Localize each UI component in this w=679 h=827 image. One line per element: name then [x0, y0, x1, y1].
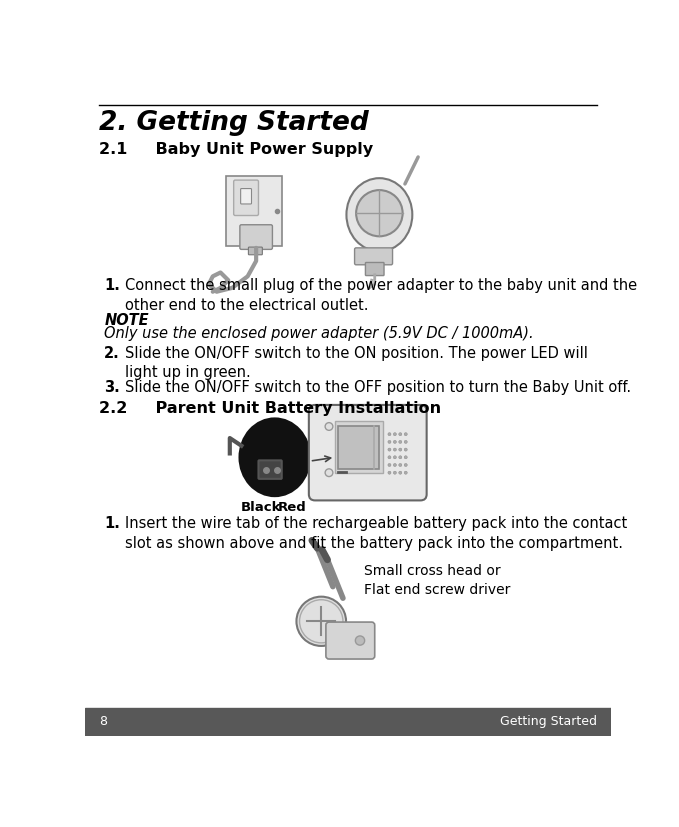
Circle shape [393, 448, 397, 452]
Circle shape [399, 463, 402, 466]
FancyBboxPatch shape [354, 248, 392, 265]
Circle shape [393, 463, 397, 466]
FancyBboxPatch shape [365, 262, 384, 275]
Text: 1.: 1. [105, 516, 120, 531]
Circle shape [388, 456, 391, 459]
Text: 2. Getting Started: 2. Getting Started [99, 110, 369, 136]
Circle shape [404, 433, 407, 436]
FancyBboxPatch shape [226, 176, 282, 246]
FancyBboxPatch shape [335, 421, 383, 474]
Circle shape [356, 190, 403, 237]
FancyBboxPatch shape [259, 461, 282, 479]
Circle shape [388, 448, 391, 452]
Bar [85, 708, 611, 736]
Circle shape [388, 440, 391, 443]
FancyBboxPatch shape [240, 189, 251, 204]
FancyBboxPatch shape [309, 405, 426, 500]
Circle shape [399, 448, 402, 452]
Circle shape [404, 440, 407, 443]
Circle shape [404, 463, 407, 466]
Circle shape [404, 471, 407, 474]
Text: Getting Started: Getting Started [500, 715, 597, 728]
FancyBboxPatch shape [234, 180, 259, 216]
Ellipse shape [346, 178, 412, 251]
Circle shape [399, 471, 402, 474]
Text: 8: 8 [99, 715, 107, 728]
Text: 2.2     Parent Unit Battery Installation: 2.2 Parent Unit Battery Installation [99, 401, 441, 416]
Text: 3.: 3. [105, 380, 120, 394]
Circle shape [355, 636, 365, 645]
Text: Slide the ON/OFF switch to the ON position. The power LED will
light up in green: Slide the ON/OFF switch to the ON positi… [125, 346, 588, 380]
Circle shape [399, 456, 402, 459]
Circle shape [297, 596, 346, 646]
FancyBboxPatch shape [326, 622, 375, 659]
Text: Red: Red [278, 501, 306, 514]
Circle shape [388, 463, 391, 466]
FancyBboxPatch shape [338, 427, 379, 469]
Circle shape [388, 433, 391, 436]
Circle shape [404, 456, 407, 459]
Circle shape [404, 448, 407, 452]
Circle shape [388, 471, 391, 474]
Text: NOTE: NOTE [105, 313, 149, 328]
Circle shape [393, 456, 397, 459]
Text: Only use the enclosed power adapter (5.9V DC / 1000mA).: Only use the enclosed power adapter (5.9… [105, 327, 534, 342]
FancyBboxPatch shape [249, 247, 262, 255]
Ellipse shape [240, 418, 310, 496]
Circle shape [393, 440, 397, 443]
Circle shape [393, 471, 397, 474]
Text: Slide the ON/OFF switch to the OFF position to turn the Baby Unit off.: Slide the ON/OFF switch to the OFF posit… [125, 380, 631, 394]
Text: 1.: 1. [105, 278, 120, 293]
Text: Black: Black [240, 501, 281, 514]
Text: 2.1     Baby Unit Power Supply: 2.1 Baby Unit Power Supply [99, 141, 373, 156]
Circle shape [325, 423, 333, 430]
Circle shape [399, 440, 402, 443]
Text: Connect the small plug of the power adapter to the baby unit and the
other end t: Connect the small plug of the power adap… [125, 278, 638, 313]
Circle shape [325, 469, 333, 476]
Circle shape [399, 433, 402, 436]
Text: Small cross head or
Flat end screw driver: Small cross head or Flat end screw drive… [364, 563, 510, 597]
FancyBboxPatch shape [240, 225, 272, 250]
Text: 2.: 2. [105, 346, 120, 361]
Circle shape [393, 433, 397, 436]
Text: Insert the wire tab of the rechargeable battery pack into the contact
slot as sh: Insert the wire tab of the rechargeable … [125, 516, 627, 551]
